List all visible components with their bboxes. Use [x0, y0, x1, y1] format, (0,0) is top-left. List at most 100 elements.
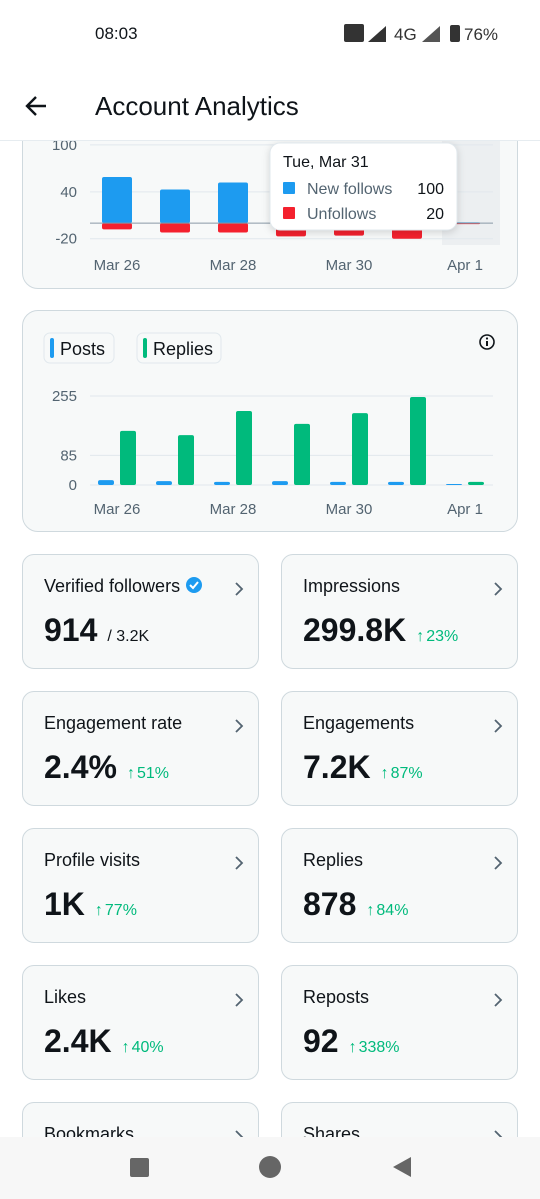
signal-icon: [422, 26, 440, 42]
tooltip-value: 100: [417, 181, 444, 198]
metric-title-text: Impressions: [303, 576, 401, 596]
metric-change: 40%: [122, 1039, 164, 1057]
y-tick-label: 100: [52, 137, 77, 154]
bar: [156, 481, 172, 485]
tooltip-name: New follows: [307, 181, 392, 198]
bar: [98, 480, 114, 485]
metric-title: Shares: [303, 1124, 360, 1137]
info-icon[interactable]: [479, 334, 495, 350]
metric-title: Impressions: [303, 576, 400, 597]
x-tick-label: Mar 30: [326, 501, 373, 518]
recents-button[interactable]: [130, 1158, 149, 1177]
metric-change: 84%: [366, 902, 408, 920]
y-tick-label: 40: [60, 184, 77, 201]
metric-value: 2.4%: [44, 749, 117, 785]
battery-level: 76%: [464, 25, 498, 44]
metric-value-row: 2.4% 51%: [44, 749, 169, 786]
metric-change: 23%: [416, 628, 458, 646]
metric-title-text: Shares: [303, 1124, 361, 1137]
metric-value-row: 299.8K 23%: [303, 612, 458, 649]
metric-value: 1K: [44, 886, 85, 922]
info-icon-bar: [486, 341, 488, 346]
metric-total: / 3.2K: [107, 628, 150, 645]
metric-card[interactable]: Impressions 299.8K 23%: [281, 554, 518, 669]
legend-label: Posts: [60, 339, 105, 359]
home-button[interactable]: [259, 1156, 281, 1178]
legend-swatch: [50, 338, 54, 358]
metric-card[interactable]: Verified followers 914 / 3.2K: [22, 554, 259, 669]
charts: -20 40 100 Mar 26 Mar 28 Mar 30 Apr 1 Tue, Mar …: [43, 137, 500, 518]
back-nav-button[interactable]: [393, 1157, 411, 1177]
network-type: 4G: [394, 25, 417, 44]
metric-title-text: Verified followers: [44, 576, 181, 596]
app-header: 08:03 4G 76% Account Analytics: [0, 0, 540, 141]
bar: [446, 483, 462, 485]
metric-change: 338%: [349, 1039, 400, 1057]
page-title: Account Analytics: [95, 91, 299, 121]
chevron: [494, 582, 503, 596]
x-tick-label: Mar 26: [94, 257, 141, 274]
metric-value-row: 914 / 3.2K: [44, 612, 149, 649]
tooltip-swatch: [283, 182, 295, 194]
legend-chip: [136, 332, 222, 364]
nav-buttons: [130, 1156, 411, 1178]
nav-bar: [0, 1137, 540, 1199]
bar: [330, 481, 346, 485]
metric-card[interactable]: Engagement rate 2.4% 51%: [22, 691, 259, 806]
chevron: [494, 993, 503, 1007]
legend-swatch: [143, 338, 147, 358]
metric-title: Likes: [44, 987, 86, 1008]
bar: [388, 481, 404, 485]
bar: [294, 423, 310, 485]
x-tick-label: Apr 1: [447, 501, 483, 518]
signal-icon: [368, 26, 386, 42]
bar: [160, 223, 190, 233]
status-time: 08:03: [95, 24, 138, 43]
metric-title-text: Reposts: [303, 987, 370, 1007]
chevron: [494, 1130, 503, 1137]
metric-change: 77%: [95, 902, 137, 920]
metric-value: 914: [44, 612, 98, 648]
metric-title: Reposts: [303, 987, 369, 1008]
bar: [178, 435, 194, 485]
metric-title: Bookmarks: [44, 1124, 134, 1137]
bar: [102, 223, 132, 230]
metric-title-text: Profile visits: [44, 850, 141, 870]
chevron: [494, 719, 503, 733]
tooltip: Tue, Mar 31 New follows 100 Unfollows 20: [269, 142, 458, 231]
metric-card[interactable]: Reposts 92 338%: [281, 965, 518, 1080]
chevron: [494, 856, 503, 870]
tooltip-swatch: [283, 207, 295, 219]
metric-card[interactable]: Shares: [281, 1102, 518, 1137]
chevron: [235, 719, 244, 733]
metric-value: 7.2K: [303, 749, 371, 785]
x-tick-label: Mar 28: [210, 257, 257, 274]
bar: [218, 182, 248, 224]
metric-value: 92: [303, 1023, 339, 1059]
metric-card[interactable]: Bookmarks: [22, 1102, 259, 1137]
metric-card[interactable]: Profile visits 1K 77%: [22, 828, 259, 943]
back-button[interactable]: [24, 94, 50, 118]
chevron: [235, 856, 244, 870]
bar: [352, 413, 368, 485]
chevron: [235, 582, 244, 596]
volte-icon: [344, 24, 364, 42]
bar: [120, 430, 136, 485]
tooltip-name: Unfollows: [307, 206, 376, 223]
metric-change: 51%: [127, 765, 169, 783]
bar: [214, 481, 230, 485]
x-tick-label: Mar 30: [326, 257, 373, 274]
bar: [468, 481, 484, 485]
metric-title: Engagement rate: [44, 713, 182, 734]
metric-card[interactable]: Likes 2.4K 40%: [22, 965, 259, 1080]
metric-card[interactable]: Engagements 7.2K 87%: [281, 691, 518, 806]
bar: [102, 176, 132, 224]
y-tick-label: 0: [69, 477, 77, 494]
x-tick-label: Mar 28: [210, 501, 257, 518]
y-tick-label: -20: [55, 231, 77, 248]
metric-card[interactable]: Replies 878 84%: [281, 828, 518, 943]
status-icons: 4G 76%: [344, 24, 498, 44]
tooltip-value: 20: [426, 206, 444, 223]
metric-title: Profile visits: [44, 850, 140, 871]
